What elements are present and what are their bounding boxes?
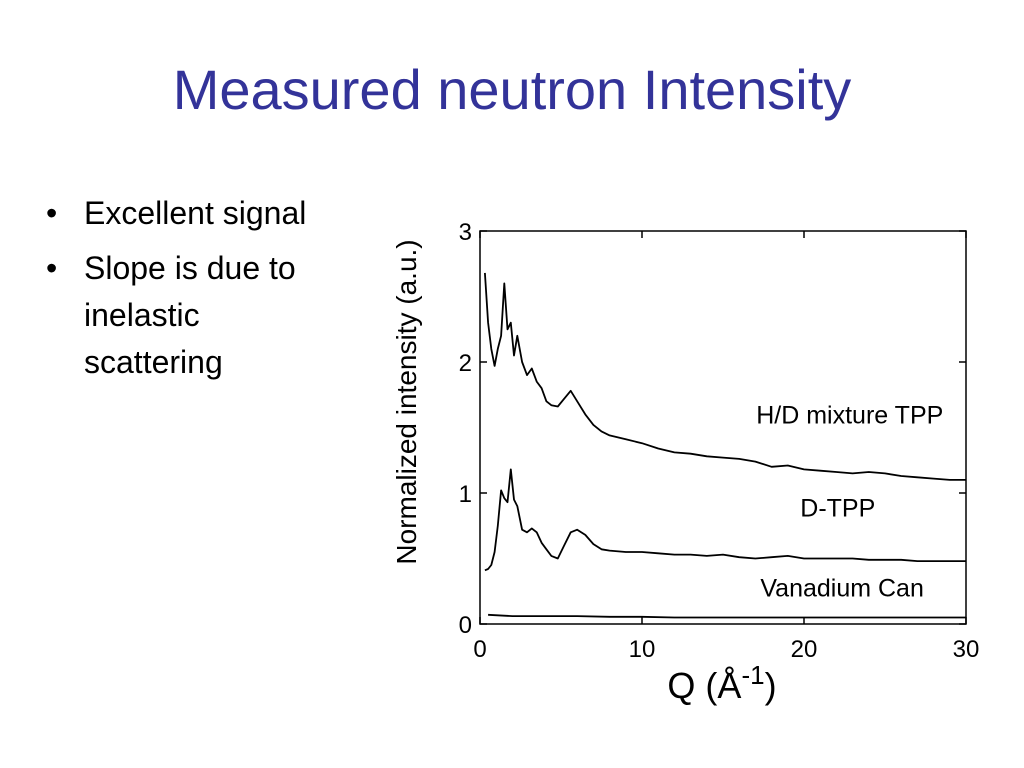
series-label-1: D-TPP — [800, 495, 875, 523]
x-tick-label: 10 — [629, 636, 656, 663]
axis-ticks: 0 10 20 30 0 1 2 3 — [459, 219, 980, 663]
bullet-text: Excellent signal — [84, 195, 307, 231]
bullet-list: • Excellent signal • Slope is due to inela… — [44, 190, 334, 394]
y-tick-label: 3 — [459, 219, 472, 246]
series-line-1 — [484, 468, 966, 572]
x-axis-label-close: ) — [765, 665, 777, 706]
bullet-dot: • — [46, 195, 58, 231]
series-label-2: Vanadium Can — [760, 574, 924, 602]
x-axis-label: Q (Å-1) — [667, 660, 776, 706]
x-tick-label: 20 — [791, 636, 818, 663]
series-line-0 — [484, 272, 966, 481]
y-tick-label: 2 — [459, 350, 472, 377]
data-series — [484, 272, 966, 619]
plot-frame — [479, 230, 967, 625]
bullet-item: • Excellent signal — [44, 190, 334, 237]
series-labels: H/D mixture TPP D-TPP Vanadium Can — [756, 402, 943, 603]
y-tick-label: 1 — [459, 481, 472, 508]
bullet-text: Slope is due to inelastic scattering — [84, 250, 296, 380]
x-tick-label: 0 — [473, 636, 486, 663]
series-label-0: H/D mixture TPP — [756, 402, 943, 430]
x-tick-label: 30 — [953, 636, 980, 663]
slide-title: Measured neutron Intensity — [172, 58, 852, 121]
y-tick-label: 0 — [459, 612, 472, 639]
bullet-item: • Slope is due to inelastic scattering — [44, 245, 334, 386]
y-axis-label: Normalized intensity (a.u.) — [391, 239, 422, 564]
series-line-2 — [488, 613, 966, 619]
x-axis-label-exponent: -1 — [741, 660, 764, 690]
bullet-dot: • — [46, 250, 58, 286]
x-axis-label-main: Q (Å — [667, 665, 741, 706]
